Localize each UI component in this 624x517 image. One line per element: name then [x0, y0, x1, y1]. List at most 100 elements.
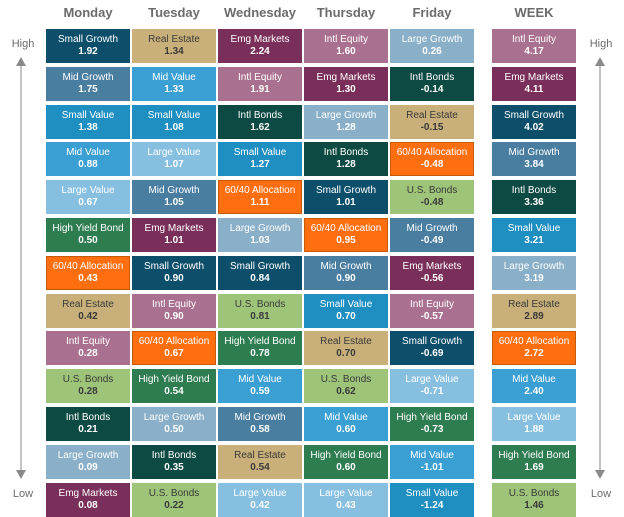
- return-value: 1.46: [524, 500, 544, 511]
- return-cell: Real Estate 2.89: [492, 294, 576, 328]
- return-value: 1.30: [336, 84, 356, 95]
- asset-class-label: Intl Bonds: [65, 412, 111, 423]
- return-cell: Large Value -0.71: [390, 369, 474, 403]
- column-header-friday: Friday: [412, 5, 452, 20]
- return-cell: U.S. Bonds 1.46: [492, 483, 576, 517]
- asset-class-label: Mid Growth: [508, 147, 560, 158]
- return-cell: U.S. Bonds 0.22: [132, 483, 216, 517]
- return-value: 0.67: [78, 197, 98, 208]
- asset-class-label: Mid Growth: [234, 412, 286, 423]
- return-cell: U.S. Bonds -0.48: [390, 180, 474, 214]
- return-value: 1.60: [336, 46, 356, 57]
- return-value: -0.49: [420, 235, 444, 246]
- return-value: 0.42: [78, 311, 98, 322]
- asset-class-label: Small Value: [147, 110, 201, 121]
- return-value: 2.72: [524, 348, 544, 359]
- asset-class-label: Emg Markets: [316, 72, 376, 83]
- column-header-wednesday: Wednesday: [223, 5, 296, 20]
- asset-class-label: Mid Value: [410, 450, 454, 461]
- asset-class-label: U.S. Bonds: [62, 374, 114, 385]
- asset-class-label: 60/40 Allocation: [52, 261, 124, 272]
- return-value: 0.60: [336, 424, 356, 435]
- asset-class-label: Intl Equity: [66, 336, 110, 347]
- return-cell: 60/40 Allocation 2.72: [492, 331, 576, 365]
- return-cell: Intl Bonds 1.28: [304, 142, 388, 176]
- return-value: 0.58: [250, 424, 270, 435]
- right-low-label: Low: [590, 488, 612, 500]
- asset-class-label: Small Growth: [143, 261, 204, 272]
- return-cell: High Yield Bond -0.73: [390, 407, 474, 441]
- return-value: 3.21: [524, 235, 544, 246]
- return-value: 0.88: [78, 159, 98, 170]
- return-value: 1.07: [164, 159, 184, 170]
- asset-class-label: Real Estate: [234, 450, 286, 461]
- return-cell: Intl Bonds 1.62: [218, 105, 302, 139]
- return-cell: Intl Equity 0.90: [132, 294, 216, 328]
- asset-class-label: Small Value: [405, 488, 459, 499]
- asset-class-label: Intl Equity: [152, 299, 196, 310]
- asset-class-label: 60/40 Allocation: [224, 185, 296, 196]
- return-cell: Large Growth 1.28: [304, 105, 388, 139]
- asset-class-label: 60/40 Allocation: [310, 223, 382, 234]
- return-cell: Real Estate -0.15: [390, 105, 474, 139]
- return-value: 1.34: [164, 46, 184, 57]
- asset-class-label: Large Growth: [315, 110, 377, 121]
- return-cell: Mid Growth -0.49: [390, 218, 474, 252]
- return-value: -0.73: [420, 424, 444, 435]
- return-value: 0.35: [164, 462, 184, 473]
- asset-class-label: Large Value: [507, 412, 561, 423]
- return-cell: Mid Value 0.88: [46, 142, 130, 176]
- return-value: -0.15: [420, 122, 444, 133]
- return-value: 1.05: [164, 197, 184, 208]
- return-value: 1.91: [250, 84, 270, 95]
- column-header-monday: Monday: [63, 5, 113, 20]
- asset-class-label: 60/40 Allocation: [396, 147, 468, 158]
- return-value: 4.11: [524, 84, 544, 95]
- asset-class-label: Intl Equity: [238, 72, 282, 83]
- asset-class-label: Intl Equity: [512, 34, 556, 45]
- return-value: 0.67: [164, 348, 184, 359]
- return-value: 1.88: [524, 424, 544, 435]
- return-cell: Mid Growth 0.58: [218, 407, 302, 441]
- return-cell: Small Value 1.27: [218, 142, 302, 176]
- return-value: 1.11: [250, 197, 270, 208]
- return-cell: High Yield Bond 0.60: [304, 445, 388, 479]
- return-value: 0.90: [164, 311, 184, 322]
- return-cell: Mid Value 0.59: [218, 369, 302, 403]
- return-cell: 60/40 Allocation 0.67: [132, 331, 216, 365]
- return-cell: Mid Value 2.40: [492, 369, 576, 403]
- return-cell: Intl Bonds 0.21: [46, 407, 130, 441]
- return-cell: High Yield Bond 0.54: [132, 369, 216, 403]
- asset-class-label: Emg Markets: [402, 261, 462, 272]
- return-cell: Intl Equity 1.91: [218, 67, 302, 101]
- return-cell: Small Growth 1.01: [304, 180, 388, 214]
- return-value: -0.69: [420, 348, 444, 359]
- asset-class-label: U.S. Bonds: [320, 374, 372, 385]
- return-value: -1.24: [420, 500, 444, 511]
- return-value: 3.84: [524, 159, 544, 170]
- asset-class-label: Mid Value: [238, 374, 282, 385]
- asset-class-label: Intl Bonds: [151, 450, 197, 461]
- return-cell: Large Value 1.88: [492, 407, 576, 441]
- asset-class-label: Intl Bonds: [323, 147, 369, 158]
- return-value: -1.01: [420, 462, 444, 473]
- asset-class-label: Large Growth: [229, 223, 291, 234]
- asset-class-label: Mid Growth: [320, 261, 372, 272]
- asset-class-label: Large Growth: [143, 412, 205, 423]
- return-value: 0.50: [78, 235, 98, 246]
- return-value: 0.70: [336, 348, 356, 359]
- column-header-tuesday: Tuesday: [148, 5, 200, 20]
- return-value: 0.09: [78, 462, 98, 473]
- return-value: 1.75: [78, 84, 98, 95]
- asset-class-label: Large Value: [147, 147, 201, 158]
- return-cell: Large Value 0.67: [46, 180, 130, 214]
- return-value: 1.01: [336, 197, 356, 208]
- return-cell: Small Growth 0.84: [218, 256, 302, 290]
- asset-class-label: High Yield Bond: [224, 336, 296, 347]
- return-cell: Emg Markets -0.56: [390, 256, 474, 290]
- asset-class-label: Small Growth: [503, 110, 564, 121]
- asset-class-label: Emg Markets: [144, 223, 204, 234]
- return-value: 1.38: [78, 122, 98, 133]
- return-cell: Emg Markets 4.11: [492, 67, 576, 101]
- asset-class-label: Mid Growth: [406, 223, 458, 234]
